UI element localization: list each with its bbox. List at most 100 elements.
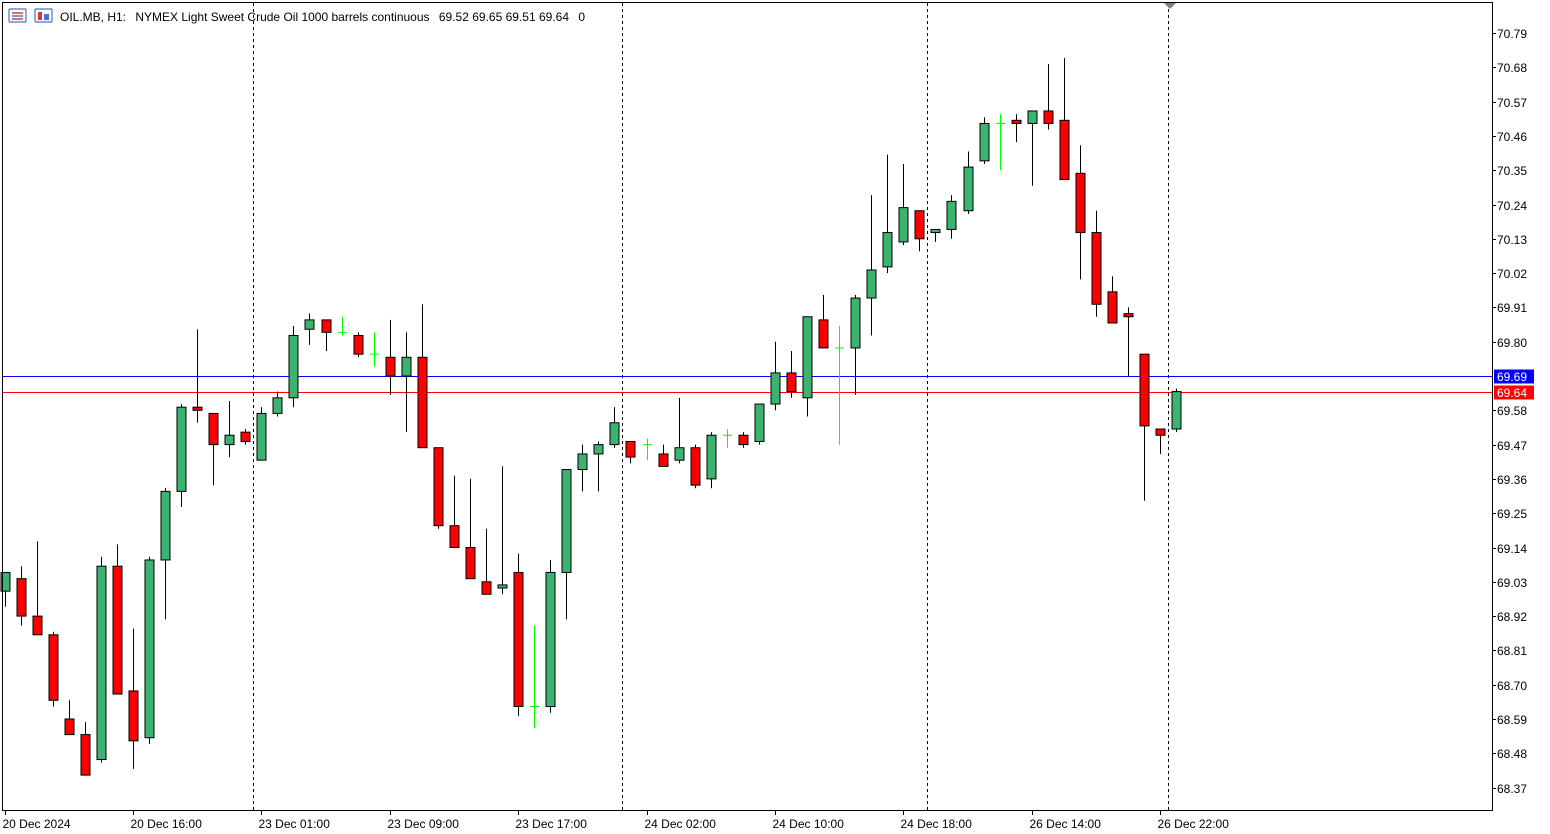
- candle-body: [32, 615, 43, 636]
- candle-body: [321, 319, 332, 333]
- candle: [208, 412, 219, 486]
- y-tick-label: 68.70: [1497, 679, 1527, 693]
- candle-body: [1123, 313, 1134, 318]
- candle: [288, 326, 299, 408]
- candle-body: [1011, 119, 1022, 124]
- y-tick-label: 69.80: [1497, 336, 1527, 350]
- y-tick-label: 69.14: [1497, 542, 1527, 556]
- candle: [882, 154, 893, 274]
- candle: [1171, 388, 1182, 433]
- candle-body: [609, 422, 620, 446]
- candle-body: [818, 319, 829, 349]
- candle-body: [561, 469, 572, 573]
- bid-price-label: 69.64: [1494, 385, 1534, 400]
- candle-body: [658, 453, 669, 467]
- candle: [433, 447, 444, 529]
- candle-body: [112, 565, 123, 695]
- candle: [256, 407, 267, 461]
- candle-body: [1091, 232, 1102, 305]
- candle: [898, 163, 909, 246]
- price-axis[interactable]: 70.79 70.68 70.57 70.46 70.35 70.24 70.13 70.02…: [1492, 27, 1527, 796]
- y-tick-label: 69.36: [1497, 473, 1527, 487]
- candle: [1139, 353, 1150, 501]
- candle: [1123, 307, 1134, 376]
- y-tick-label: 70.02: [1497, 267, 1527, 281]
- x-tick-label: 23 Dec 01:00: [259, 817, 331, 831]
- candle: [802, 316, 813, 417]
- candle: [0, 571, 11, 607]
- y-tick-label: 68.37: [1497, 782, 1527, 796]
- price-labels: 69.69 69.64: [1494, 369, 1534, 400]
- candle: [786, 351, 797, 398]
- candle-body: [96, 565, 107, 761]
- y-tick-label: 70.13: [1497, 233, 1527, 247]
- candle: [272, 391, 283, 417]
- candle: [930, 228, 941, 242]
- candle-body: [786, 372, 797, 393]
- candle: [112, 544, 123, 695]
- candle: [465, 478, 476, 580]
- candle-body: [385, 356, 396, 377]
- candle: [914, 210, 925, 252]
- candle: [497, 466, 508, 595]
- candle-body: [866, 269, 877, 299]
- candle-body: [802, 316, 813, 399]
- candle: [321, 319, 332, 352]
- candle: [996, 114, 1005, 171]
- candle: [385, 319, 396, 395]
- candle: [64, 700, 75, 736]
- candle-body: [946, 200, 957, 230]
- candle: [144, 556, 155, 744]
- header-ohlc: 69.52 69.65 69.51 69.64: [439, 10, 569, 24]
- candle-body: [1155, 428, 1166, 436]
- chart-window-icon[interactable]: [34, 8, 53, 23]
- y-tick-label: 68.48: [1497, 747, 1527, 761]
- x-tick-label: 20 Dec 2024: [3, 817, 71, 831]
- candle: [866, 195, 877, 336]
- candle: [1011, 114, 1022, 143]
- chart-shift-marker[interactable]: [1164, 3, 1176, 9]
- candle: [577, 444, 588, 492]
- candle: [754, 403, 765, 445]
- candle: [946, 195, 957, 239]
- header-symbol: OIL.MB, H1:: [60, 10, 126, 24]
- candle: [818, 294, 829, 349]
- candle: [643, 438, 652, 461]
- x-tick-label: 26 Dec 14:00: [1030, 817, 1102, 831]
- candle-body: [256, 412, 267, 461]
- x-tick-label: 23 Dec 17:00: [516, 817, 588, 831]
- candle: [48, 631, 59, 707]
- period-separators: [253, 3, 1169, 810]
- candle-body: [593, 444, 604, 455]
- header-volume: 0: [578, 10, 585, 24]
- y-tick-label: 68.59: [1497, 713, 1527, 727]
- candle-body: [674, 447, 685, 461]
- price-lines: [3, 376, 1492, 393]
- candle: [240, 429, 251, 445]
- candle-body: [288, 334, 299, 399]
- candle-body: [160, 490, 171, 561]
- candle-body: [690, 447, 701, 486]
- candle-body: [417, 356, 428, 449]
- chart-header: OIL.MB, H1: NYMEX Light Sweet Crude Oil …: [8, 8, 585, 24]
- candle: [304, 313, 315, 345]
- candle-body: [16, 578, 27, 617]
- candle-body: [1171, 391, 1182, 430]
- time-axis[interactable]: 20 Dec 2024 20 Dec 16:00 23 Dec 01:00 23 De…: [3, 810, 1230, 831]
- x-tick-label: 20 Dec 16:00: [131, 817, 203, 831]
- candle: [1155, 428, 1166, 454]
- candle-body: [979, 122, 990, 162]
- candle: [370, 332, 379, 367]
- candle-body: [80, 734, 91, 776]
- y-tick-label: 70.57: [1497, 96, 1527, 110]
- candle: [850, 294, 861, 395]
- candle-body: [401, 356, 412, 377]
- candle: [770, 341, 781, 411]
- menu-icon[interactable]: [8, 8, 27, 23]
- candle-body: [240, 431, 251, 442]
- candle-body: [304, 319, 315, 330]
- candle: [625, 440, 636, 464]
- candle-body: [706, 434, 717, 480]
- candle: [513, 553, 524, 716]
